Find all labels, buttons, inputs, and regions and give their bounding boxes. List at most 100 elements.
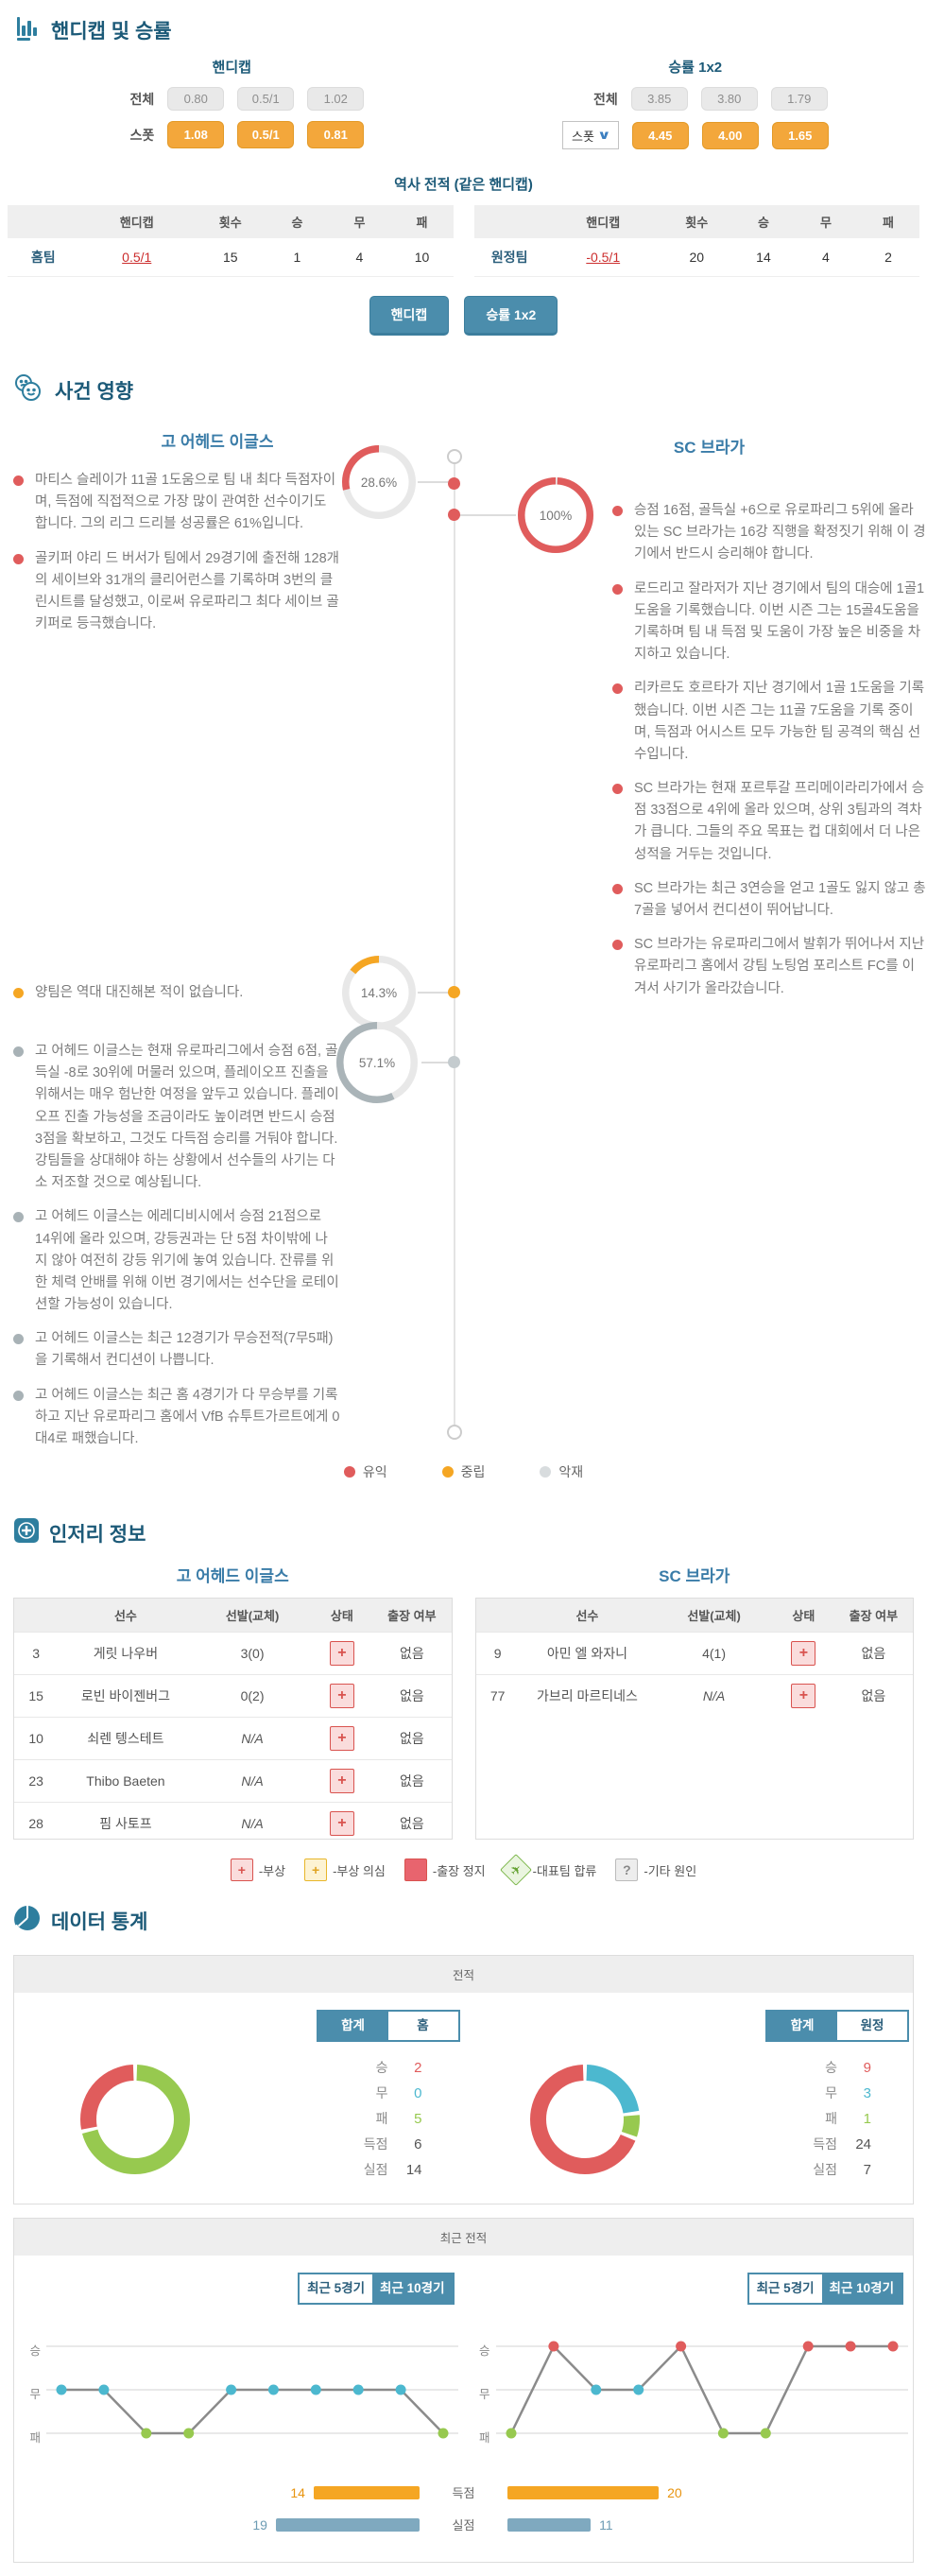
- recent-away-half: 최근 5경기 최근 10경기: [464, 2256, 914, 2305]
- handicap-link[interactable]: -0.5/1: [586, 250, 620, 265]
- win-cell: 1: [266, 238, 328, 277]
- loss-cell: 10: [390, 238, 453, 277]
- odds-value: 1.79: [771, 87, 828, 111]
- timeline-dot-red: [448, 477, 460, 490]
- loss-count: 1: [837, 2106, 871, 2132]
- team-label: 홈팀: [8, 238, 78, 277]
- odds-value: 3.85: [631, 87, 688, 111]
- injury-legend: + -부상 + -부상 의심 -출장 정지 ✈ -대표팀 합류 ? -기타 원인: [0, 1859, 927, 1881]
- player-name: 로빈 바이젠버그: [58, 1675, 193, 1718]
- draw-count: 3: [837, 2081, 871, 2106]
- draw-cell: 4: [795, 238, 857, 277]
- spot-dropdown[interactable]: 스폿 ∨: [562, 121, 619, 149]
- winrate-total-row: 전체 3.85 3.80 1.79: [464, 87, 927, 111]
- injury-status-icon: +: [791, 1641, 815, 1666]
- home-good-donut: 28.6%: [342, 445, 416, 519]
- section-events: 사건 영향 고 어헤드 이글스 SC 브라가 마티스 슬레이가 11골 1도움으…: [0, 360, 927, 1504]
- handicap-button[interactable]: 핸디캡: [369, 296, 450, 336]
- recent-panel-title: 최근 전적: [14, 2219, 913, 2256]
- winrate-button[interactable]: 승률 1x2: [464, 296, 558, 336]
- event-item: 고 어헤드 이글스는 에레디비시에서 승점 21점으로 14위에 올라 있으며,…: [13, 1206, 340, 1316]
- toggle-total[interactable]: 합계: [767, 2012, 837, 2040]
- injury-doubt-icon: +: [304, 1859, 327, 1881]
- home-bad-donut: 57.1%: [336, 1022, 418, 1103]
- win-cell: 14: [732, 238, 795, 277]
- handicap-group-label: 핸디캡: [0, 57, 464, 77]
- team-label: 원정팀: [474, 238, 545, 277]
- away-record-donut: [530, 2065, 640, 2174]
- handicap-link[interactable]: 0.5/1: [122, 250, 151, 265]
- event-item: 고 어헤드 이글스는 현재 유로파리그에서 승점 6점, 골득실 -8로 30위…: [13, 1041, 340, 1194]
- faces-icon: [13, 373, 45, 407]
- recent-line-charts: 승 무 패 승 무 패: [14, 2333, 913, 2457]
- table-row: 홈팀 0.5/1 15 1 4 10: [8, 238, 454, 277]
- event-item: 골키퍼 야리 드 버서가 팀에서 29경기에 출전해 128개의 세이브와 31…: [13, 548, 340, 636]
- event-item: 리카르도 호르타가 지난 경기에서 1골 1도움을 기록했습니다. 이번 시즌 …: [612, 678, 927, 766]
- odds-groups: 핸디캡 전체 0.80 0.5/1 1.02 스폿 1.08 0.5/1 0.8…: [0, 53, 927, 149]
- toggle-last5[interactable]: 최근 5경기: [749, 2274, 822, 2303]
- injury-away-col: SC 브라가 선수 선발(교체) 상태 출장 여부 9 아민 엘 와자니 4(1…: [475, 1553, 915, 1840]
- neutral-dot-icon: [442, 1466, 454, 1478]
- event-item: 마티스 슬레이가 11골 1도움으로 팀 내 최다 득점자이며, 득점에 직접적…: [13, 470, 340, 536]
- toggle-last10[interactable]: 최근 10경기: [822, 2274, 901, 2303]
- handicap-group: 핸디캡 전체 0.80 0.5/1 1.02 스폿 1.08 0.5/1 0.8…: [0, 53, 464, 149]
- player-name: 가브리 마르티네스: [520, 1675, 655, 1718]
- handicap-total-row: 전체 0.80 0.5/1 1.02: [0, 87, 464, 111]
- away-gf-bar: [507, 2486, 659, 2499]
- table-header-row: 선수 선발(교체) 상태 출장 여부: [14, 1599, 452, 1633]
- goals-for: 24: [837, 2132, 871, 2157]
- goals-for: 6: [388, 2132, 422, 2157]
- count-cell: 15: [195, 238, 266, 277]
- draw-cell: 4: [328, 238, 390, 277]
- legend-item: 유익: [344, 1462, 387, 1481]
- toggle-away[interactable]: 원정: [837, 2012, 907, 2040]
- spot-row-label: 스폿: [99, 126, 154, 145]
- toggle-last10[interactable]: 최근 10경기: [372, 2274, 452, 2303]
- away-gf-value: 20: [667, 2485, 682, 2500]
- recent-home-half: 최근 5경기 최근 10경기: [14, 2256, 464, 2305]
- winrate-group: 승률 1x2 전체 3.85 3.80 1.79 스폿 ∨ 4.45 4.00 …: [464, 53, 927, 149]
- timeline-end-marker: [447, 1425, 462, 1440]
- injury-status-icon: +: [791, 1684, 815, 1708]
- draw-count: 0: [388, 2081, 422, 2106]
- away-good-donut: 100%: [518, 477, 593, 553]
- home-neutral-donut: 14.3%: [342, 956, 416, 1029]
- legend-item: -출장 정지: [404, 1859, 486, 1881]
- table-row: 원정팀 -0.5/1 20 14 4 2: [474, 238, 920, 277]
- win-count: 9: [837, 2055, 871, 2081]
- odds-value: 0.81: [307, 121, 364, 148]
- injury-row: 10 쇠렌 텡스테트 N/A + 없음: [14, 1718, 452, 1760]
- home-ga-bar: [276, 2518, 420, 2532]
- event-item: 양팀은 역대 대진해본 적이 없습니다.: [13, 982, 340, 1004]
- loss-count: 5: [388, 2106, 422, 2132]
- goals-against: 7: [837, 2157, 871, 2183]
- odds-value: 0.5/1: [237, 87, 294, 111]
- away-recent-toggle: 최근 5경기 최근 10경기: [747, 2273, 903, 2305]
- winrate-spot-row: 스폿 ∨ 4.45 4.00 1.65: [464, 121, 927, 149]
- table-header-row: 선수 선발(교체) 상태 출장 여부: [476, 1599, 914, 1633]
- away-ga-bar: [507, 2518, 591, 2532]
- player-name: 핌 사토프: [58, 1803, 193, 1841]
- away-ga-value: 11: [599, 2517, 613, 2533]
- spot-dropdown-label: 스폿: [572, 127, 594, 145]
- odds-value: 4.45: [632, 122, 689, 149]
- timeline-dot-orange: [448, 986, 460, 998]
- bar-label: 득점: [420, 2483, 507, 2501]
- odds-value: 1.02: [307, 87, 364, 111]
- history-tables: 핸디캡 횟수 승 무 패 홈팀 0.5/1 15 1 4 10 핸디캡 횟수 승: [0, 205, 927, 277]
- event-item: 고 어헤드 이글스는 최근 홈 4경기가 다 무승부를 기록하고 지난 유로파리…: [13, 1385, 340, 1451]
- home-good-list: 마티스 슬레이가 11골 1도움으로 팀 내 최다 득점자이며, 득점에 직접적…: [13, 470, 340, 648]
- toggle-home[interactable]: 홈: [388, 2012, 458, 2040]
- recent-goal-bars: 14 득점 20 19 실점 11: [14, 2483, 913, 2533]
- goals-for-row: 14 득점 20: [14, 2483, 913, 2501]
- injury-status-icon: +: [330, 1811, 354, 1836]
- table-header-row: 핸디캡 횟수 승 무 패: [474, 205, 920, 238]
- home-record-toggle: 합계 홈: [317, 2010, 460, 2042]
- toggle-total[interactable]: 합계: [318, 2012, 388, 2040]
- y-axis-labels: 승 무 패: [14, 2333, 46, 2457]
- toggle-last5[interactable]: 최근 5경기: [300, 2274, 372, 2303]
- home-bad-list: 고 어헤드 이글스는 현재 유로파리그에서 승점 6점, 골득실 -8로 30위…: [13, 1041, 340, 1462]
- y-axis-labels: 승 무 패: [464, 2333, 496, 2457]
